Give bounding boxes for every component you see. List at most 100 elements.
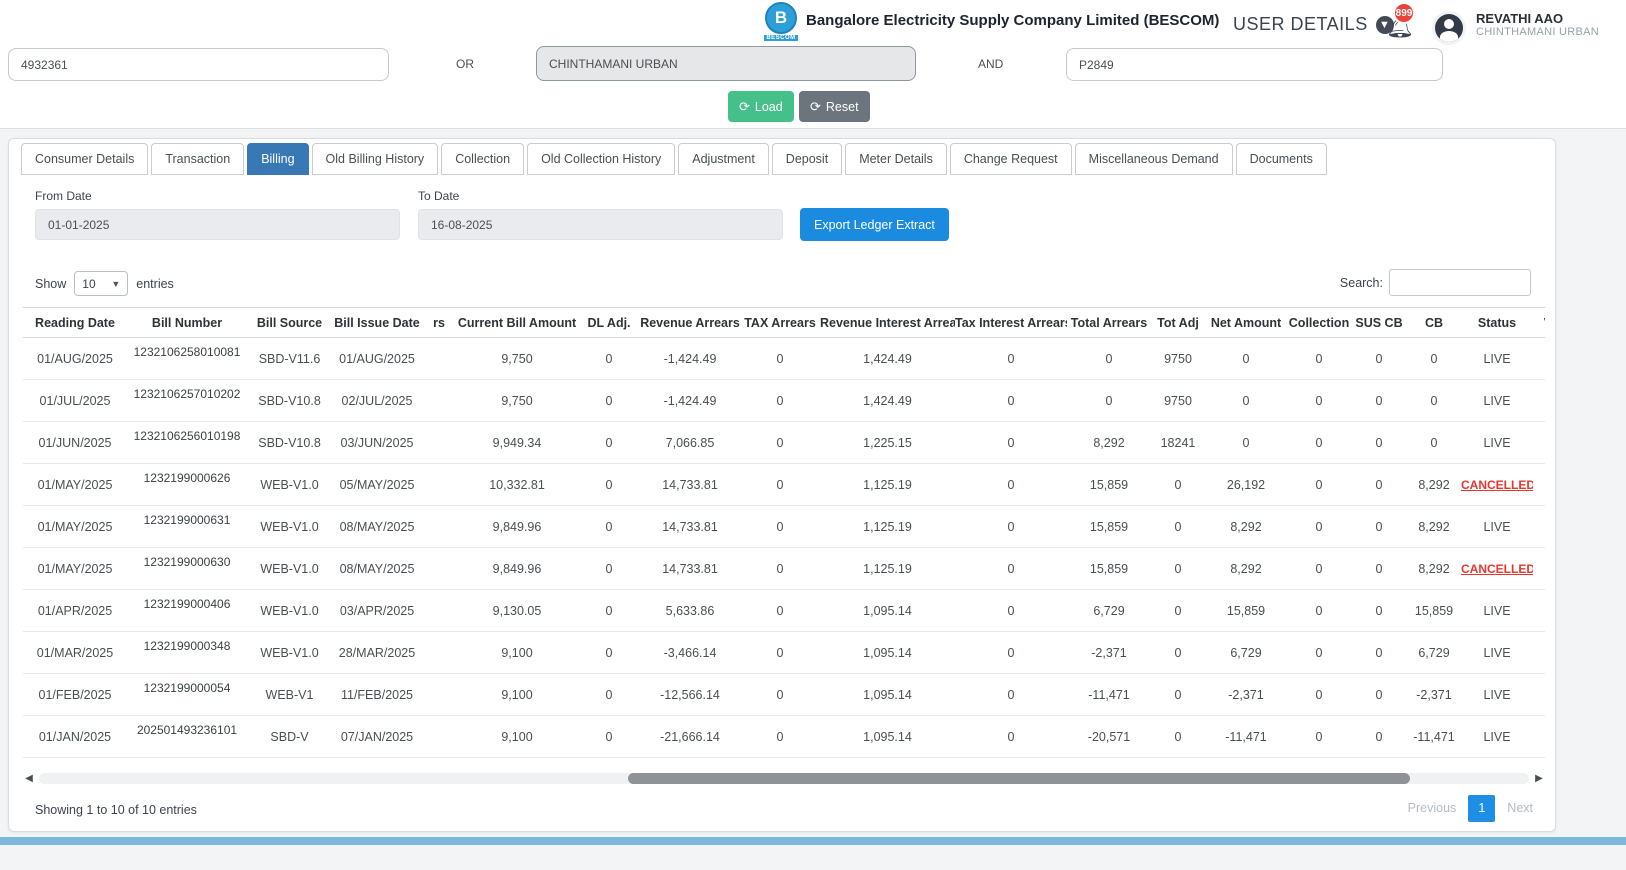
cell-revenue_interest_arrears: 1,095.14 — [820, 631, 955, 674]
column-header-current_bill_amount[interactable]: Current Bill Amount — [456, 307, 578, 338]
cell-current_bill_amount: 9,100 — [456, 631, 578, 674]
from-date-input[interactable]: 01-01-2025 — [35, 209, 400, 240]
logo-caption: BESCOM — [764, 35, 798, 41]
search-input[interactable] — [1389, 269, 1531, 296]
cell-tax_interest_arrears: 0 — [955, 337, 1067, 380]
previous-page-button[interactable]: Previous — [1407, 801, 1457, 815]
cell-cb: -2,371 — [1407, 673, 1461, 716]
column-header-bill_number[interactable]: Bill Number — [127, 307, 247, 338]
cell-bill_source: WEB-V1 — [247, 673, 332, 716]
column-header-tot_adj[interactable]: Tot Adj — [1151, 307, 1205, 338]
cell-rs — [422, 421, 456, 464]
tab-consumer-details[interactable]: Consumer Details — [21, 143, 149, 175]
status-cancelled-link[interactable]: CANCELLED — [1461, 561, 1533, 576]
page-1-button[interactable]: 1 — [1468, 794, 1496, 822]
scroll-left-icon[interactable]: ◀ — [25, 772, 33, 784]
user-details-dropdown[interactable]: USER DETAILS ▼ — [1233, 14, 1394, 35]
cell-reading_date: 01/MAY/2025 — [23, 505, 127, 548]
cell-tax_arrears: 0 — [740, 463, 820, 506]
bill-number-value: 1232199000054 — [143, 680, 231, 695]
cell-revenue_arrears: -12,566.14 — [640, 673, 740, 716]
to-date-input[interactable]: 16-08-2025 — [418, 209, 783, 240]
status-cancelled-link[interactable]: CANCELLED — [1461, 477, 1533, 492]
tab-change-request[interactable]: Change Request — [949, 143, 1072, 175]
cell-revenue_interest_arrears: 1,125.19 — [820, 463, 955, 506]
scrollbar-thumb[interactable] — [627, 772, 1410, 784]
tab-miscellaneous-demand[interactable]: Miscellaneous Demand — [1074, 143, 1233, 175]
bill-number-value: 1232199000348 — [143, 638, 231, 653]
column-header-dl_adj[interactable]: DL Adj. — [578, 307, 640, 338]
column-header-sus_cb[interactable]: SUS CB — [1351, 307, 1407, 338]
cell-revenue_arrears: -3,466.14 — [640, 631, 740, 674]
cell-bill_issue_date: 03/APR/2025 — [332, 589, 422, 632]
tab-deposit[interactable]: Deposit — [771, 143, 843, 175]
tab-meter-details[interactable]: Meter Details — [845, 143, 947, 175]
tab-transaction[interactable]: Transaction — [151, 143, 245, 175]
cell-net_amount: 0 — [1205, 421, 1287, 464]
user-details-label: USER DETAILS — [1233, 14, 1368, 34]
export-ledger-button[interactable]: Export Ledger Extract — [800, 208, 949, 241]
tab-billing[interactable]: Billing — [247, 143, 309, 175]
cell-current_bill_amount: 9,750 — [456, 379, 578, 422]
tab-collection[interactable]: Collection — [441, 143, 525, 175]
account-id-input[interactable] — [8, 48, 389, 81]
scrollbar-track[interactable] — [39, 772, 1529, 784]
reset-button[interactable]: ⟳ Reset — [799, 91, 870, 122]
avatar[interactable] — [1432, 11, 1466, 45]
column-header-cb[interactable]: CB — [1407, 307, 1461, 338]
column-header-bill_issue_date[interactable]: Bill Issue Date — [332, 307, 422, 338]
table-row: 01/APR/2025 1232199000406 WEB-V1.0 03/APR/2… — [23, 589, 1545, 632]
bottom-bar — [0, 837, 1626, 845]
page-size-select[interactable]: 10 ▼ — [74, 271, 129, 296]
cell-cb: 0 — [1407, 421, 1461, 464]
cell-revenue_interest_arrears: 1,095.14 — [820, 715, 955, 758]
cell-bill_issue_date: 08/MAY/2025 — [332, 505, 422, 548]
next-page-button[interactable]: Next — [1507, 801, 1533, 815]
column-header-rs[interactable]: rs — [422, 307, 456, 338]
cell-bill_issue_date: 11/FEB/2025 — [332, 673, 422, 716]
cell-total_arrears: 15,859 — [1067, 547, 1151, 590]
consumer-name-input[interactable] — [536, 46, 916, 81]
tab-old-billing-history[interactable]: Old Billing History — [311, 143, 439, 175]
tab-documents[interactable]: Documents — [1235, 143, 1327, 175]
cell-tot_adj: 0 — [1151, 463, 1205, 506]
load-button[interactable]: ⟳ Load — [728, 91, 794, 122]
tab-old-collection-history[interactable]: Old Collection History — [527, 143, 676, 175]
top-header: B BESCOM Bangalore Electricity Supply Co… — [0, 0, 1626, 48]
cell-current_bill_amount: 9,100 — [456, 715, 578, 758]
notifications-button[interactable]: 🔔︎ 899 — [1386, 2, 1415, 40]
cell-net_amount: 26,192 — [1205, 463, 1287, 506]
page-title: Bangalore Electricity Supply Company Lim… — [806, 12, 1220, 29]
column-header-revenue_arrears[interactable]: Revenue Arrears — [640, 307, 740, 338]
column-header-collection[interactable]: Collection — [1287, 307, 1351, 338]
cell-view — [1533, 715, 1545, 758]
and-label: AND — [978, 57, 1004, 71]
column-header-total_arrears[interactable]: Total Arrears — [1067, 307, 1151, 338]
code-input[interactable] — [1066, 48, 1443, 81]
scroll-right-icon[interactable]: ▶ — [1535, 772, 1543, 784]
column-header-tax_interest_arrears[interactable]: Tax Interest Arrears — [955, 307, 1067, 338]
column-header-revenue_interest_arrears[interactable]: Revenue Interest Arrears — [820, 307, 955, 338]
cell-reading_date: 01/AUG/2025 — [23, 337, 127, 380]
cell-cb: 8,292 — [1407, 463, 1461, 506]
cell-collection: 0 — [1287, 505, 1351, 548]
cell-bill_number: 1232199000630 — [127, 547, 247, 590]
tab-adjustment[interactable]: Adjustment — [678, 143, 769, 175]
cell-collection: 0 — [1287, 421, 1351, 464]
column-header-reading_date[interactable]: Reading Date — [23, 307, 127, 338]
column-header-net_amount[interactable]: Net Amount — [1205, 307, 1287, 338]
cell-tot_adj: 9750 — [1151, 379, 1205, 422]
cell-sus_cb: 0 — [1351, 463, 1407, 506]
column-header-status[interactable]: Status — [1461, 307, 1533, 338]
bill-number-value: 1232199000626 — [143, 470, 231, 485]
cell-sus_cb: 0 — [1351, 631, 1407, 674]
column-header-tax_arrears[interactable]: TAX Arrears — [740, 307, 820, 338]
cell-rs — [422, 715, 456, 758]
cell-dl_adj: 0 — [578, 631, 640, 674]
cell-status[interactable]: CANCELLED — [1461, 463, 1533, 506]
brand: B BESCOM Bangalore Electricity Supply Co… — [764, 2, 1219, 48]
column-header-view[interactable]: Vie — [1533, 307, 1545, 338]
column-header-bill_source[interactable]: Bill Source — [247, 307, 332, 338]
cell-bill_number: 1232199000631 — [127, 505, 247, 548]
cell-status[interactable]: CANCELLED — [1461, 547, 1533, 590]
